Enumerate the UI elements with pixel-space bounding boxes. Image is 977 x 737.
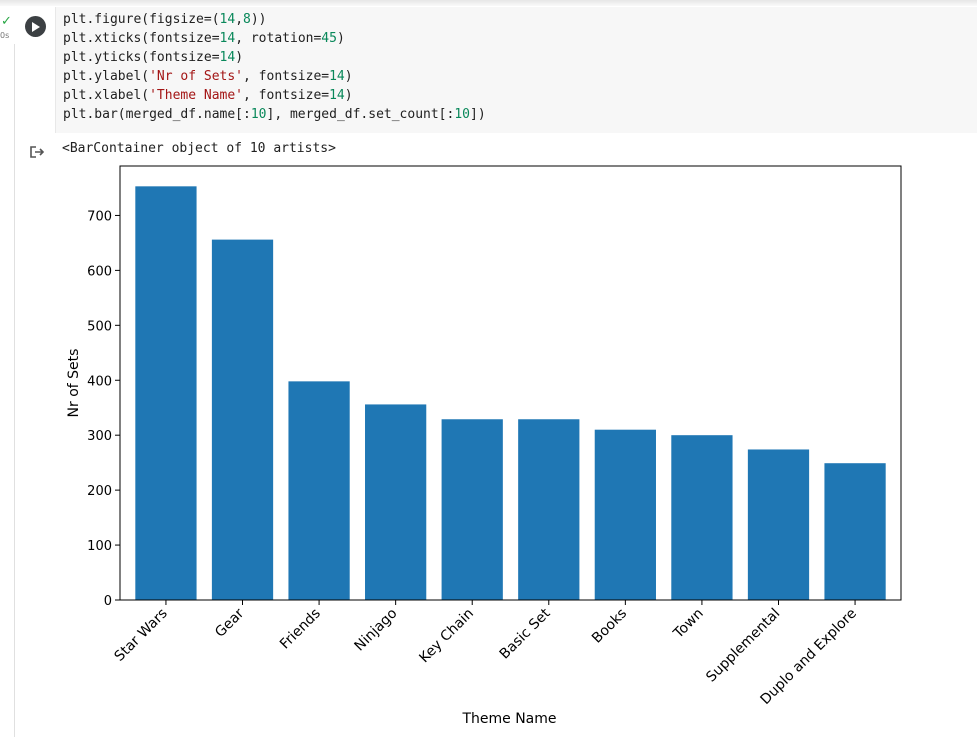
code-line: plt.xlabel('Theme Name', fontsize=14)	[63, 88, 353, 103]
cell-gutter-line	[14, 44, 15, 737]
code-line: plt.ylabel('Nr of Sets', fontsize=14)	[63, 69, 353, 84]
y-tick-label: 0	[104, 594, 112, 609]
bar	[288, 381, 350, 600]
y-tick-label: 100	[87, 539, 112, 554]
y-tick-label: 400	[87, 374, 112, 389]
bar	[671, 435, 733, 600]
x-tick-label: Supplemental	[703, 606, 783, 686]
plot-frame	[119, 165, 902, 601]
x-tick-label: Star Wars	[112, 606, 171, 665]
x-tick-label: Books	[589, 606, 630, 647]
bar	[518, 419, 580, 600]
bar	[135, 186, 197, 600]
run-cell-button[interactable]	[25, 16, 46, 37]
y-tick-label: 700	[87, 209, 112, 224]
code-line: plt.xticks(fontsize=14, rotation=45)	[63, 31, 345, 46]
play-icon	[32, 21, 40, 32]
y-axis-label: Nr of Sets	[66, 349, 82, 418]
bar	[747, 449, 810, 600]
execution-time: 0s	[0, 31, 10, 40]
y-tick-label: 600	[87, 264, 112, 279]
code-line: plt.figure(figsize=(14,8))	[63, 12, 267, 27]
x-tick-label: Gear	[212, 605, 247, 640]
bar	[365, 404, 427, 600]
code-line: plt.yticks(fontsize=14)	[63, 50, 244, 65]
x-tick-label: Friends	[277, 606, 324, 653]
bar	[211, 239, 274, 601]
x-axis-label: Theme Name	[461, 711, 556, 727]
y-tick-label: 500	[87, 319, 112, 334]
x-tick-label: Key Chain	[416, 606, 477, 667]
bar	[824, 463, 886, 600]
x-tick-label: Town	[670, 606, 707, 643]
output-text: <BarContainer object of 10 artists>	[62, 141, 336, 156]
bar	[441, 419, 503, 600]
top-border	[0, 0, 977, 6]
code-cell-editor[interactable]: plt.figure(figsize=(14,8)) plt.xticks(fon…	[55, 7, 977, 133]
x-tick-label: Ninjago	[352, 606, 401, 655]
bar	[594, 429, 656, 600]
output-indicator-icon	[29, 144, 45, 163]
x-tick-label: Basic Set	[497, 605, 554, 662]
execution-success-icon: ✓	[1, 14, 12, 29]
y-tick-label: 300	[87, 429, 112, 444]
code-line: plt.bar(merged_df.name[:10], merged_df.s…	[63, 107, 486, 122]
y-tick-label: 200	[87, 484, 112, 499]
